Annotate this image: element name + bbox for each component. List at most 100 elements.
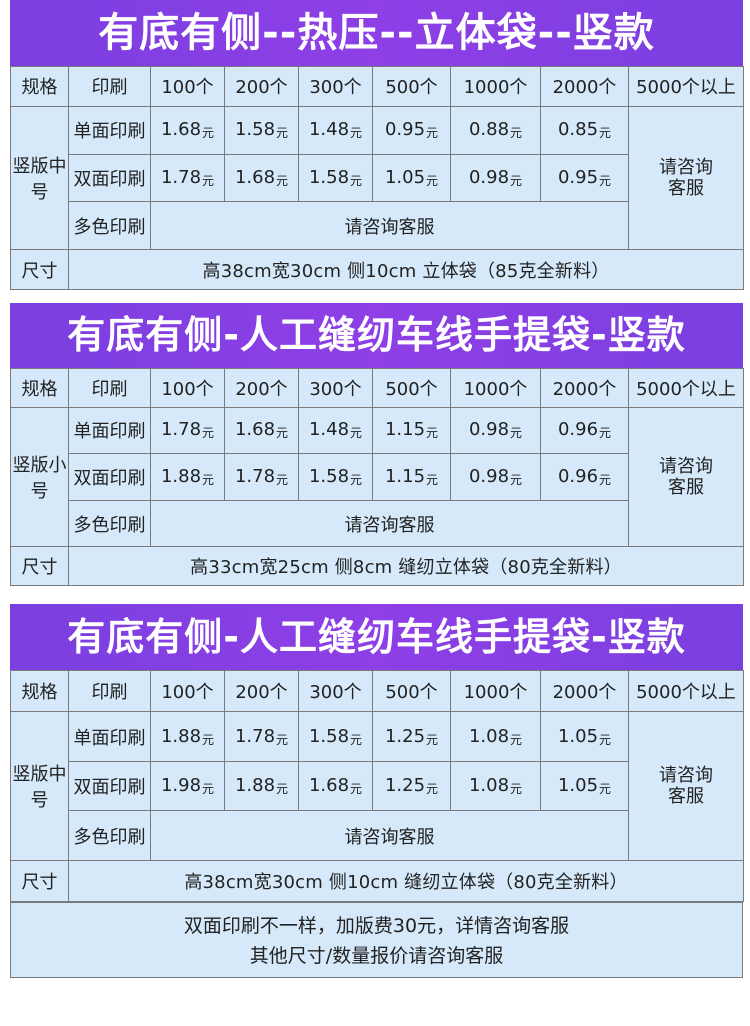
size-spec: 高33cm宽25cm 侧8cm 缝纫立体袋（80克全新料） <box>68 546 744 586</box>
price-value: 1.15 <box>384 419 426 441</box>
price-unit: 元 <box>599 472 612 487</box>
price-value: 0.96 <box>557 465 599 487</box>
price-row: 双面印刷 1.78元 1.68元 1.58元 1.05元 0.98元 0.95元 <box>11 153 744 203</box>
multi-color-note: 请咨询客服 <box>150 810 629 861</box>
price-value: 1.08 <box>468 725 510 747</box>
price-value: 0.85 <box>557 119 599 141</box>
header-qty: 2000个 <box>540 669 629 713</box>
print-type-label: 双面印刷 <box>68 760 151 812</box>
size-label: 尺寸 <box>10 546 69 586</box>
price-cell: 1.25元 <box>372 711 451 762</box>
price-unit: 元 <box>202 472 215 487</box>
price-unit: 元 <box>599 732 612 747</box>
header-qty: 100个 <box>150 669 225 713</box>
price-cell: 0.95元 <box>540 153 629 203</box>
header-qty: 500个 <box>372 669 451 713</box>
price-value: 1.05 <box>384 166 426 188</box>
price-value: 0.95 <box>384 119 426 141</box>
size-row: 尺寸 高38cm宽30cm 侧10cm 缝纫立体袋（80克全新料） <box>10 859 744 903</box>
header-qty: 300个 <box>298 669 373 713</box>
price-row: 竖版小号 单面印刷 1.78元 1.68元 1.48元 1.15元 0.98元 0.96元 请咨… <box>10 406 744 548</box>
contact-service-note: 请咨询客服 <box>628 105 744 251</box>
price-unit: 元 <box>426 173 439 188</box>
price-value: 1.58 <box>234 119 276 141</box>
model-label: 竖版中号 <box>10 105 69 251</box>
header-qty: 100个 <box>150 66 225 107</box>
header-qty: 5000个以上 <box>628 368 744 408</box>
price-row: 竖版中号 单面印刷 1.88元 1.78元 1.58元 1.25元 1.08元 1.05元 请咨… <box>10 711 744 861</box>
header-qty: 500个 <box>372 368 451 408</box>
price-unit: 元 <box>599 126 612 141</box>
header-qty: 300个 <box>298 66 373 107</box>
price-unit: 元 <box>276 732 289 747</box>
price-value: 0.98 <box>468 419 510 441</box>
price-value: 1.68 <box>234 419 276 441</box>
contact-service-text: 请咨询客服 <box>659 765 713 807</box>
price-unit: 元 <box>599 173 612 188</box>
price-value: 1.68 <box>234 166 276 188</box>
header-qty: 2000个 <box>540 368 629 408</box>
multi-color-note: 请咨询客服 <box>150 201 629 251</box>
note-line-1: 双面印刷不一样，加版费30元，详情咨询客服 <box>183 915 570 937</box>
size-spec: 高38cm宽30cm 侧10cm 立体袋（85克全新料） <box>68 249 744 290</box>
header-row: 规格 印刷 100个 200个 300个 500个 1000个 2000个 5000个以上 <box>10 368 744 408</box>
model-label: 竖版小号 <box>10 406 69 548</box>
price-value: 1.48 <box>308 119 350 141</box>
header-qty: 5000个以上 <box>628 66 744 107</box>
header-spec: 规格 <box>10 669 69 713</box>
price-value: 1.48 <box>308 419 350 441</box>
price-cell: 1.05元 <box>372 153 451 203</box>
price-value: 1.98 <box>160 775 202 796</box>
multi-color-label: 多色印刷 <box>68 201 151 251</box>
price-cell: 0.98元 <box>450 453 541 501</box>
header-qty: 1000个 <box>450 368 541 408</box>
model-label: 竖版中号 <box>10 711 69 861</box>
price-unit: 元 <box>350 472 363 487</box>
note-line-2: 其他尺寸/数量报价请咨询客服 <box>249 945 504 967</box>
section-title: 有底有侧--热压--立体袋--竖款 <box>10 0 743 66</box>
contact-service-text: 请咨询客服 <box>659 156 713 199</box>
header-print: 印刷 <box>68 669 151 713</box>
header-qty: 300个 <box>298 368 373 408</box>
price-unit: 元 <box>350 732 363 747</box>
price-section-1: 有底有侧--热压--立体袋--竖款 规格 印刷 100个 200个 300个 500个 100… <box>10 0 744 290</box>
price-unit: 元 <box>276 472 289 487</box>
price-unit: 元 <box>599 782 612 796</box>
multi-color-row: 多色印刷 请咨询客服 <box>11 499 744 548</box>
price-cell: 1.98元 <box>150 760 225 812</box>
price-value: 1.58 <box>308 166 350 188</box>
header-qty: 5000个以上 <box>628 669 744 713</box>
price-section-2: 有底有侧-人工缝纫车线手提袋-竖款 规格 印刷 100个 200个 300个 500个 100… <box>10 303 744 586</box>
price-value: 1.05 <box>557 725 599 747</box>
price-unit: 元 <box>426 126 439 141</box>
print-type-label: 单面印刷 <box>68 105 151 155</box>
price-table: 规格 印刷 100个 200个 300个 500个 1000个 2000个 5000个以上 竖版中… <box>10 669 744 903</box>
price-cell: 1.15元 <box>372 453 451 501</box>
price-value: 1.88 <box>160 465 202 487</box>
price-cell: 1.78元 <box>224 711 299 762</box>
price-cell: 1.78元 <box>224 453 299 501</box>
price-unit: 元 <box>350 426 363 441</box>
price-cell: 1.88元 <box>150 711 225 762</box>
price-unit: 元 <box>426 426 439 441</box>
multi-color-label: 多色印刷 <box>68 499 151 548</box>
size-row: 尺寸 高33cm宽25cm 侧8cm 缝纫立体袋（80克全新料） <box>10 546 744 586</box>
price-unit: 元 <box>276 426 289 441</box>
price-value: 1.68 <box>308 775 350 796</box>
size-spec: 高38cm宽30cm 侧10cm 缝纫立体袋（80克全新料） <box>68 859 744 903</box>
price-value: 1.78 <box>234 725 276 747</box>
print-type-label: 单面印刷 <box>68 406 151 455</box>
size-row: 尺寸 高38cm宽30cm 侧10cm 立体袋（85克全新料） <box>10 249 744 290</box>
price-value: 1.25 <box>384 725 426 747</box>
multi-color-row: 多色印刷 请咨询客服 <box>11 201 744 251</box>
price-value: 0.98 <box>468 166 510 188</box>
price-cell: 1.68元 <box>298 760 373 812</box>
price-unit: 元 <box>510 732 523 747</box>
price-cell: 1.48元 <box>298 406 373 455</box>
price-cell: 1.68元 <box>224 153 299 203</box>
price-value: 1.08 <box>468 775 510 796</box>
header-spec: 规格 <box>10 368 69 408</box>
price-cell: 1.58元 <box>298 453 373 501</box>
price-cell: 1.68元 <box>150 105 225 155</box>
multi-color-note: 请咨询客服 <box>150 499 629 548</box>
